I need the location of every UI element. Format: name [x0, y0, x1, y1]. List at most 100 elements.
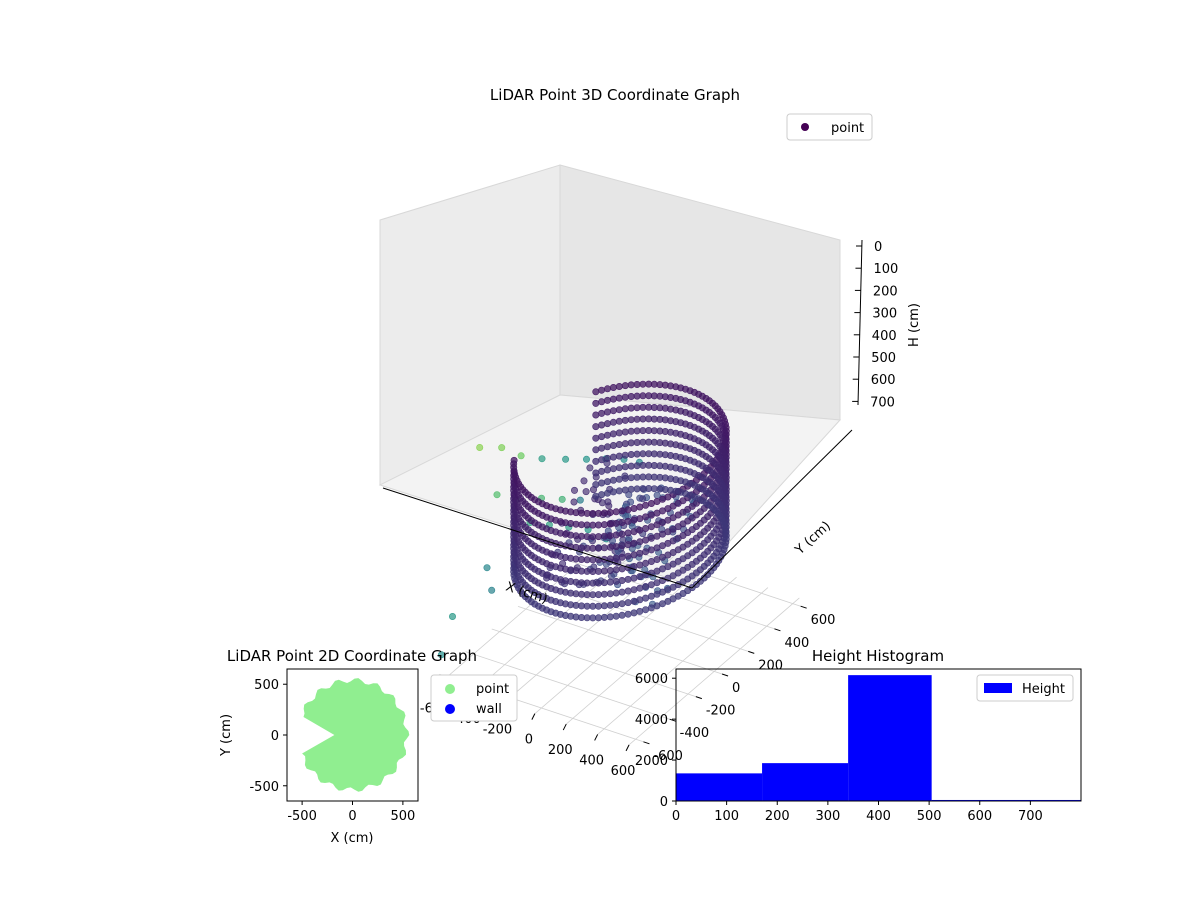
x-tick-label: 600 — [967, 809, 992, 824]
legend-histogram-label: Height — [1022, 682, 1065, 697]
data-point — [609, 430, 617, 438]
data-point — [636, 607, 644, 615]
data-point — [639, 427, 647, 435]
data-point — [639, 380, 647, 388]
data-point — [600, 579, 608, 587]
data-point — [615, 406, 623, 414]
data-point — [639, 403, 647, 411]
data-point — [612, 543, 620, 551]
data-point — [630, 504, 638, 512]
histogram-bar — [848, 675, 932, 801]
data-point — [642, 513, 650, 521]
y-tick-label: 4000 — [635, 713, 668, 728]
data-point — [636, 503, 644, 511]
data-point — [645, 415, 653, 423]
data-point — [594, 602, 602, 610]
data-point — [633, 404, 641, 412]
z-tick-label: 600 — [871, 373, 896, 388]
data-point — [603, 489, 611, 497]
chart-3d-title: LiDAR Point 3D Coordinate Graph — [490, 86, 740, 104]
data-point — [639, 461, 647, 469]
data-point — [603, 408, 611, 416]
data-point — [627, 450, 635, 458]
data-point — [633, 450, 641, 458]
data-point — [615, 382, 623, 390]
data-point — [609, 465, 617, 473]
data-point — [615, 475, 623, 483]
x-tick — [625, 744, 630, 752]
data-point — [600, 567, 608, 575]
data-point — [624, 599, 632, 607]
data-point — [582, 488, 590, 496]
data-point — [627, 427, 635, 435]
data-point — [612, 554, 620, 562]
x-tick-label: 400 — [866, 809, 891, 824]
data-point — [618, 507, 626, 515]
x-tick-label: 0 — [348, 809, 356, 824]
data-point — [606, 520, 614, 528]
y-tick — [643, 741, 650, 745]
data-point — [621, 382, 629, 390]
z-axis-label-3d: H (cm) — [907, 303, 922, 347]
ticks-histogram: 0 100 200 300 400 500 600 700 0 2000 4000 6000 — [635, 672, 1043, 824]
data-point — [570, 498, 578, 506]
legend-histogram-box — [976, 674, 1074, 702]
data-point — [633, 462, 641, 470]
data-point — [483, 564, 491, 572]
data-point — [598, 386, 606, 394]
data-point — [606, 613, 614, 621]
grid-line — [565, 576, 737, 725]
data-point — [604, 498, 612, 506]
data-point — [600, 590, 608, 598]
y-tick-label: -200 — [706, 704, 736, 719]
data-point — [627, 439, 635, 447]
data-point — [621, 451, 629, 459]
data-point — [639, 473, 647, 481]
data-point — [621, 416, 629, 424]
y-tick-label: 400 — [784, 636, 809, 651]
data-point — [624, 587, 632, 595]
data-point — [621, 474, 629, 482]
data-point — [636, 561, 644, 569]
data-point — [603, 478, 611, 486]
data-point — [636, 584, 644, 592]
y-tick-label: -500 — [249, 780, 279, 795]
y-axis-line — [691, 429, 853, 589]
y-tick-label: 500 — [254, 678, 279, 693]
legend-2d-wall-label: wall — [476, 702, 502, 717]
data-point — [618, 576, 626, 584]
data-point — [618, 553, 626, 561]
data-point — [615, 394, 623, 402]
data-point — [594, 579, 602, 587]
z-tick-label: 700 — [870, 395, 895, 410]
z-tick-label: 100 — [873, 262, 898, 277]
data-point — [606, 508, 614, 516]
data-point — [653, 491, 661, 499]
data-point — [592, 388, 600, 396]
data-point — [580, 477, 588, 485]
data-point — [594, 509, 602, 517]
data-point — [618, 530, 626, 538]
data-point — [624, 610, 632, 618]
grid-line — [597, 587, 769, 735]
x-tick-label: 0 — [672, 809, 680, 824]
data-point — [618, 542, 626, 550]
data-point — [633, 415, 641, 423]
data-point — [645, 473, 653, 481]
y-axis-label-2d: Y (cm) — [219, 714, 234, 757]
y-tick-label: 0 — [660, 795, 668, 810]
data-point — [630, 539, 638, 547]
grid-line — [517, 606, 723, 675]
data-point — [645, 484, 653, 492]
y-tick — [669, 718, 676, 722]
data-point — [621, 428, 629, 436]
data-point — [600, 544, 608, 552]
data-point — [603, 431, 611, 439]
data-point — [600, 602, 608, 610]
data-point — [630, 609, 638, 617]
data-point — [612, 531, 620, 539]
data-point — [633, 427, 641, 435]
data-point — [603, 420, 611, 428]
data-point — [630, 597, 638, 605]
